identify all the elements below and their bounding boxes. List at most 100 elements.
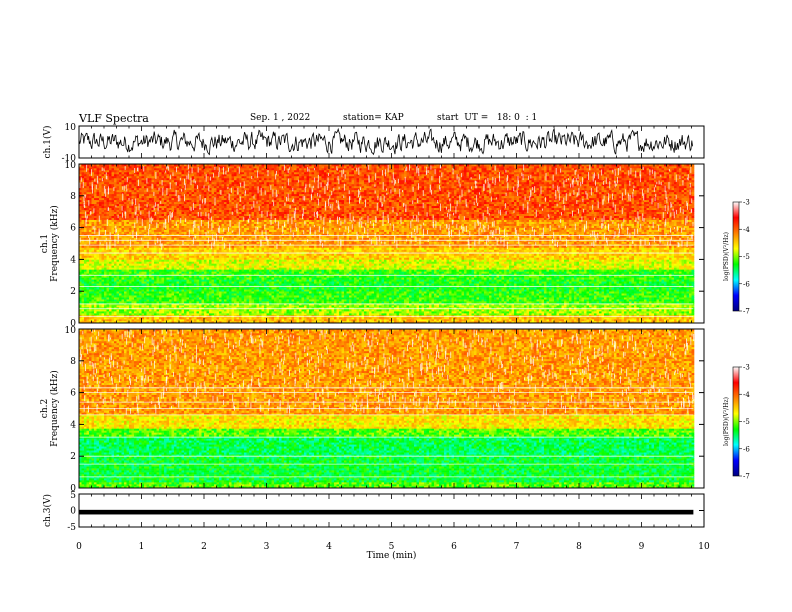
heatmap-cell — [84, 313, 87, 315]
heatmap-cell — [207, 311, 210, 313]
heatmap-cell — [532, 297, 535, 299]
heatmap-cell — [364, 313, 367, 315]
heatmap-cell — [232, 313, 235, 315]
heatmap-cell — [544, 311, 547, 313]
heatmap-cell — [659, 291, 662, 293]
heatmap-cell — [449, 297, 452, 299]
heatmap-cell — [604, 293, 607, 295]
heatmap-cell — [322, 289, 325, 291]
heatmap-cell — [532, 309, 535, 311]
heatmap-cell — [439, 295, 442, 297]
heatmap-cell — [304, 317, 307, 319]
heatmap-cell — [624, 295, 627, 297]
heatmap-cell — [109, 305, 112, 307]
heatmap-cell — [599, 313, 602, 315]
heatmap-cell — [337, 305, 340, 307]
heatmap-cell — [552, 317, 555, 319]
heatmap-cell — [312, 287, 315, 289]
heatmap-cell — [659, 305, 662, 307]
heatmap-cell — [597, 289, 600, 291]
heatmap-cell — [124, 283, 127, 285]
heatmap-cell — [534, 299, 537, 301]
heatmap-cell — [342, 289, 345, 291]
heatmap-cell — [689, 313, 692, 315]
heatmap-cell — [489, 297, 492, 299]
heatmap-cell — [172, 301, 175, 303]
heatmap-cell — [239, 309, 242, 311]
heatmap-cell — [609, 313, 612, 315]
heatmap-cell — [664, 287, 667, 289]
heatmap-cell — [477, 295, 480, 297]
heatmap-cell — [662, 309, 665, 311]
heatmap-cell — [127, 295, 130, 297]
heatmap-cell — [574, 295, 577, 297]
heatmap-cell — [637, 319, 640, 321]
heatmap-cell — [407, 311, 410, 313]
heatmap-cell — [567, 301, 570, 303]
heatmap-cell — [377, 291, 380, 293]
heatmap-cell — [604, 319, 607, 321]
heatmap-cell — [402, 297, 405, 299]
heatmap-cell — [667, 287, 670, 289]
heatmap-cell — [127, 283, 130, 285]
heatmap-cell — [417, 317, 420, 319]
heatmap-cell — [574, 317, 577, 319]
heatmap-cell — [477, 291, 480, 293]
heatmap-cell — [184, 293, 187, 295]
heatmap-cell — [559, 301, 562, 303]
heatmap-cell — [374, 293, 377, 295]
heatmap-cell — [229, 317, 232, 319]
heatmap-cell — [594, 317, 597, 319]
heatmap-cell — [279, 311, 282, 313]
heatmap-cell — [112, 313, 115, 315]
heatmap-cell — [239, 311, 242, 313]
heatmap-cell — [527, 313, 530, 315]
heatmap-cell — [407, 293, 410, 295]
heatmap-cell — [549, 305, 552, 307]
heatmap-cell — [474, 289, 477, 291]
heatmap-cell — [474, 299, 477, 301]
heatmap-cell — [312, 309, 315, 311]
heatmap-cell — [449, 291, 452, 293]
heatmap-cell — [544, 299, 547, 301]
heatmap-cell — [517, 317, 520, 319]
heatmap-cell — [289, 313, 292, 315]
heatmap-cell — [357, 299, 360, 301]
heatmap-cell — [492, 309, 495, 311]
heatmap-cell — [572, 301, 575, 303]
heatmap-cell — [569, 305, 572, 307]
heatmap-cell — [257, 309, 260, 311]
heatmap-cell — [604, 313, 607, 315]
heatmap-cell — [412, 283, 415, 285]
heatmap-cell — [294, 317, 297, 319]
heatmap-cell — [409, 293, 412, 295]
heatmap-cell — [87, 311, 90, 313]
heatmap-cell — [467, 305, 470, 307]
heatmap-cell — [109, 313, 112, 315]
heatmap-cell — [444, 319, 447, 321]
heatmap-cell — [652, 287, 655, 289]
heatmap-cell — [537, 301, 540, 303]
heatmap-cell — [637, 299, 640, 301]
heatmap-cell — [429, 289, 432, 291]
heatmap-cell — [604, 291, 607, 293]
heatmap-cell — [167, 291, 170, 293]
heatmap-cell — [249, 311, 252, 313]
heatmap-cell — [222, 301, 225, 303]
heatmap-cell — [114, 295, 117, 297]
heatmap-cell — [137, 301, 140, 303]
heatmap-cell — [604, 309, 607, 311]
heatmap-cell — [112, 297, 115, 299]
heatmap-cell — [109, 293, 112, 295]
heatmap-cell — [569, 297, 572, 299]
heatmap-cell — [557, 317, 560, 319]
heatmap-cell — [464, 297, 467, 299]
heatmap-cell — [557, 313, 560, 315]
heatmap-cell — [679, 319, 682, 321]
heatmap-cell — [397, 289, 400, 291]
heatmap-cell — [484, 309, 487, 311]
heatmap-cell — [229, 291, 232, 293]
heatmap-cell — [94, 313, 97, 315]
heatmap-cell — [464, 317, 467, 319]
heatmap-cell — [389, 291, 392, 293]
